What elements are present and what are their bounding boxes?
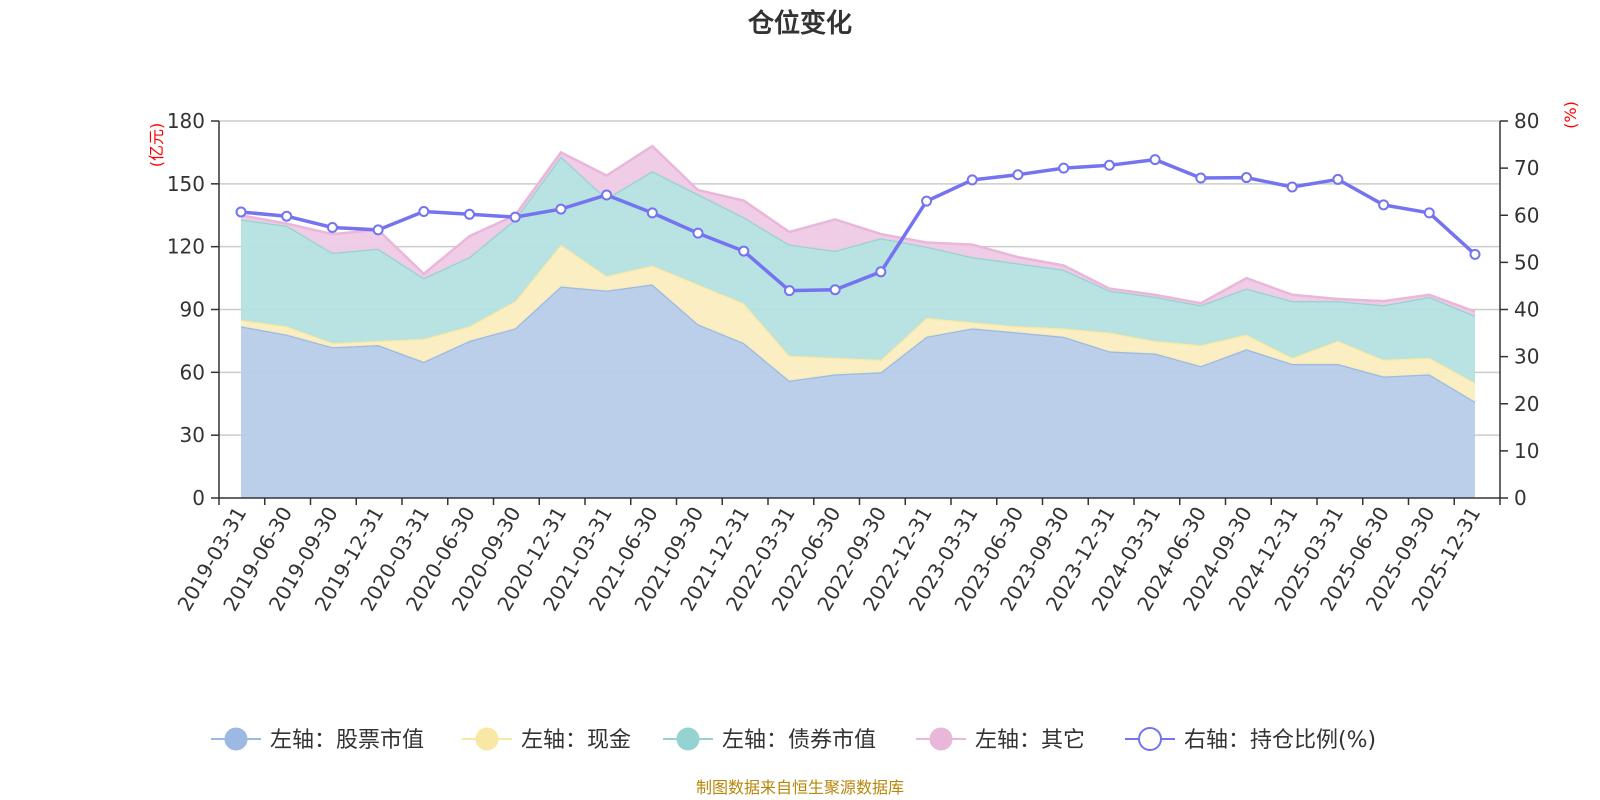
left-tick-label: 0 — [192, 486, 205, 510]
right-tick-label: 60 — [1514, 203, 1539, 227]
ratio-point — [372, 224, 384, 236]
legend-marker — [224, 727, 248, 751]
legend-item-cash: 左轴：现金 — [462, 727, 631, 753]
ratio-point — [875, 266, 887, 278]
legend-label: 左轴：现金 — [521, 728, 631, 753]
ratio-point — [1240, 172, 1252, 184]
legend-item-other: 左轴：其它 — [916, 727, 1085, 753]
chart-title: 仓位变化 — [747, 8, 852, 39]
right-tick-label: 10 — [1514, 439, 1539, 463]
ratio-point — [966, 174, 978, 186]
legend-marker — [929, 727, 953, 751]
ratio-point — [1332, 173, 1344, 185]
ratio-point — [555, 203, 567, 215]
right-axis-unit: (%) — [1561, 101, 1580, 129]
area-other — [241, 146, 1475, 316]
ratio-point — [1469, 248, 1481, 260]
legend-label: 左轴：股票市值 — [270, 728, 424, 753]
left-tick-label: 180 — [167, 109, 205, 133]
legend-item-stock: 左轴：股票市值 — [211, 727, 424, 753]
left-tick-label: 90 — [180, 298, 205, 322]
area-bond — [241, 156, 1475, 383]
right-tick-label: 40 — [1514, 298, 1539, 322]
ratio-point — [646, 207, 658, 219]
ratio-point — [1423, 207, 1435, 219]
left-tick-label: 120 — [167, 235, 205, 259]
right-tick-label: 20 — [1514, 392, 1539, 416]
legend-item-ratio: 右轴：持仓比例(%) — [1125, 727, 1376, 753]
right-tick-label: 30 — [1514, 345, 1539, 369]
ratio-point — [464, 208, 476, 220]
ratio-point — [1286, 181, 1298, 193]
right-tick-label: 0 — [1514, 486, 1527, 510]
ratio-point — [1058, 162, 1070, 174]
legend-item-bond: 左轴：债券市值 — [663, 727, 876, 753]
ratio-point — [738, 245, 750, 257]
right-tick-label: 80 — [1514, 109, 1539, 133]
left-axis-unit: (亿元) — [147, 123, 166, 168]
ratio-point — [509, 211, 521, 223]
line-layer — [235, 154, 1481, 297]
ratio-point — [235, 206, 247, 218]
ratio-point — [829, 284, 841, 296]
legend: 左轴：股票市值 左轴：现金 左轴：债券市值 左轴：其它 右轴：持仓比例(%) — [211, 727, 1376, 753]
ratio-point — [692, 227, 704, 239]
ratio-point — [1195, 172, 1207, 184]
left-tick-label: 60 — [180, 360, 205, 384]
area-cash — [241, 244, 1475, 402]
ratio-point — [921, 195, 933, 207]
legend-label: 右轴：持仓比例(%) — [1184, 728, 1376, 753]
left-tick-label: 30 — [180, 423, 205, 447]
ratio-point — [326, 222, 338, 234]
ratio-point — [1378, 199, 1390, 211]
area-edge-other — [240, 144, 1476, 313]
ratio-point — [783, 285, 795, 297]
right-tick-label: 70 — [1514, 156, 1539, 180]
ratio-point — [1103, 159, 1115, 171]
ratio-point — [1149, 154, 1161, 166]
area-layer — [240, 144, 1476, 498]
area-stock — [241, 284, 1475, 498]
ratio-point — [281, 210, 293, 222]
legend-label: 左轴：其它 — [975, 728, 1085, 753]
ratio-point — [601, 189, 613, 201]
left-tick-label: 150 — [167, 172, 205, 196]
ratio-point — [418, 205, 430, 217]
right-tick-label: 50 — [1514, 250, 1539, 274]
legend-marker — [475, 727, 499, 751]
legend-marker — [676, 727, 700, 751]
ratio-point — [1012, 169, 1024, 181]
legend-label: 左轴：债券市值 — [722, 728, 876, 753]
ratio-line — [240, 157, 1477, 293]
source-note: 制图数据来自恒生聚源数据库 — [696, 778, 904, 797]
legend-marker — [1138, 727, 1162, 751]
